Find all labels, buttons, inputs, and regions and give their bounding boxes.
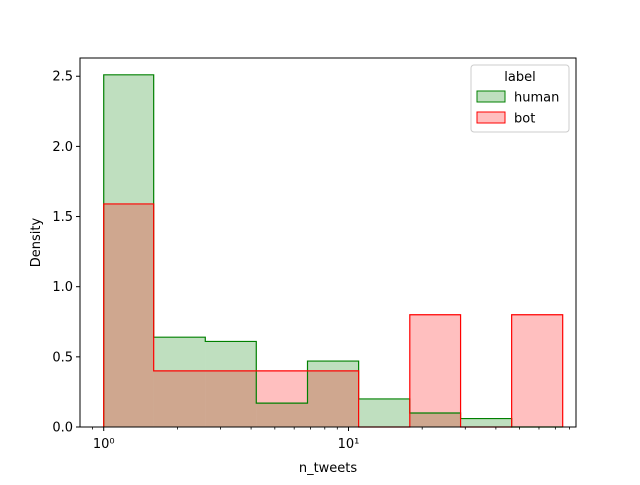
bar-human-6 [409, 412, 461, 427]
legend-title: label [504, 70, 535, 85]
y-tick-label-3: 1.5 [52, 210, 73, 225]
bar-human-3 [256, 403, 308, 427]
y-axis-label: Density [29, 217, 44, 267]
bar-human-1 [153, 337, 206, 427]
legend-box [470, 64, 570, 133]
bar-bot-8 [511, 314, 563, 427]
bar-human-4 [307, 361, 359, 427]
x-tick-label-0: 10⁰ [93, 437, 115, 452]
axes: 0.0 0.5 1.0 1.5 2.0 2.5 10⁰ 10¹ n_tweets Density [29, 57, 577, 476]
bar-human-7 [460, 418, 512, 427]
y-tick-label-2: 1.0 [52, 280, 73, 295]
bar-bot-4 [307, 370, 359, 427]
bar-bot-1 [153, 370, 206, 427]
legend-label-human: human [514, 91, 559, 106]
x-axis-label: n_tweets [299, 461, 358, 476]
legend: label human bot [470, 64, 570, 133]
bar-bot-6 [409, 314, 461, 427]
legend-label-bot: bot [514, 112, 535, 127]
bar-bot-3 [256, 370, 308, 427]
legend-swatch-bot [476, 111, 506, 124]
x-tick-label-1: 10¹ [338, 437, 360, 452]
legend-swatch-human [476, 90, 506, 103]
bar-human-5 [358, 398, 410, 427]
plot-fills [103, 74, 563, 428]
y-tick-label-0: 0.0 [52, 421, 73, 436]
y-tick-label-4: 2.0 [52, 140, 73, 155]
y-tick-label-1: 0.5 [52, 350, 73, 365]
bar-bot-0 [103, 203, 154, 427]
bar-bot-2 [205, 370, 257, 427]
bar-human-0 [103, 74, 154, 428]
axes-frame [79, 57, 577, 428]
y-tick-label-5: 2.5 [52, 70, 73, 85]
bar-human-2 [205, 341, 257, 427]
